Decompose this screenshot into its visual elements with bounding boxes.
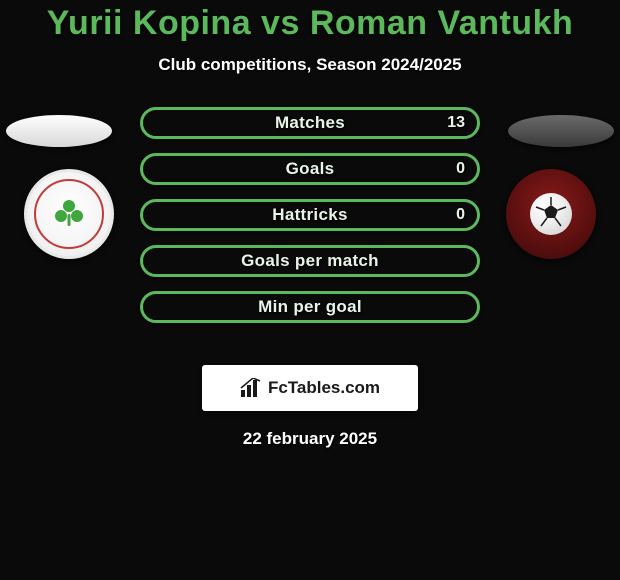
left-team-crest	[24, 169, 114, 259]
logo-text: FcTables.com	[268, 378, 380, 398]
right-team-oval	[508, 115, 614, 147]
stat-label: Hattricks	[272, 205, 347, 225]
stat-row-matches: Matches 13	[140, 107, 480, 139]
fctables-logo[interactable]: FcTables.com	[202, 365, 418, 411]
stat-label: Matches	[275, 113, 345, 133]
stat-row-min-per-goal: Min per goal	[140, 291, 480, 323]
stat-value-right: 0	[456, 206, 465, 224]
comparison-content: Matches 13 Goals 0 Hattricks 0 Goals per…	[0, 107, 620, 357]
date-text: 22 february 2025	[0, 429, 620, 449]
right-crest-ball	[530, 193, 572, 235]
stat-label: Goals per match	[241, 251, 379, 271]
stat-value-right: 13	[447, 114, 465, 132]
stat-bars: Matches 13 Goals 0 Hattricks 0 Goals per…	[140, 107, 480, 337]
page-title: Yurii Kopina vs Roman Vantukh	[0, 4, 620, 43]
subtitle: Club competitions, Season 2024/2025	[0, 55, 620, 75]
stat-label: Goals	[286, 159, 335, 179]
stat-row-hattricks: Hattricks 0	[140, 199, 480, 231]
stat-value-right: 0	[456, 160, 465, 178]
header: Yurii Kopina vs Roman Vantukh Club compe…	[0, 0, 620, 75]
stat-row-goals: Goals 0	[140, 153, 480, 185]
soccer-ball-icon	[530, 193, 572, 235]
footer: FcTables.com 22 february 2025	[0, 365, 620, 449]
shamrock-icon	[51, 196, 87, 232]
stat-label: Min per goal	[258, 297, 362, 317]
left-team-oval	[6, 115, 112, 147]
right-team-crest	[506, 169, 596, 259]
stat-row-goals-per-match: Goals per match	[140, 245, 480, 277]
bar-chart-icon	[240, 378, 262, 398]
